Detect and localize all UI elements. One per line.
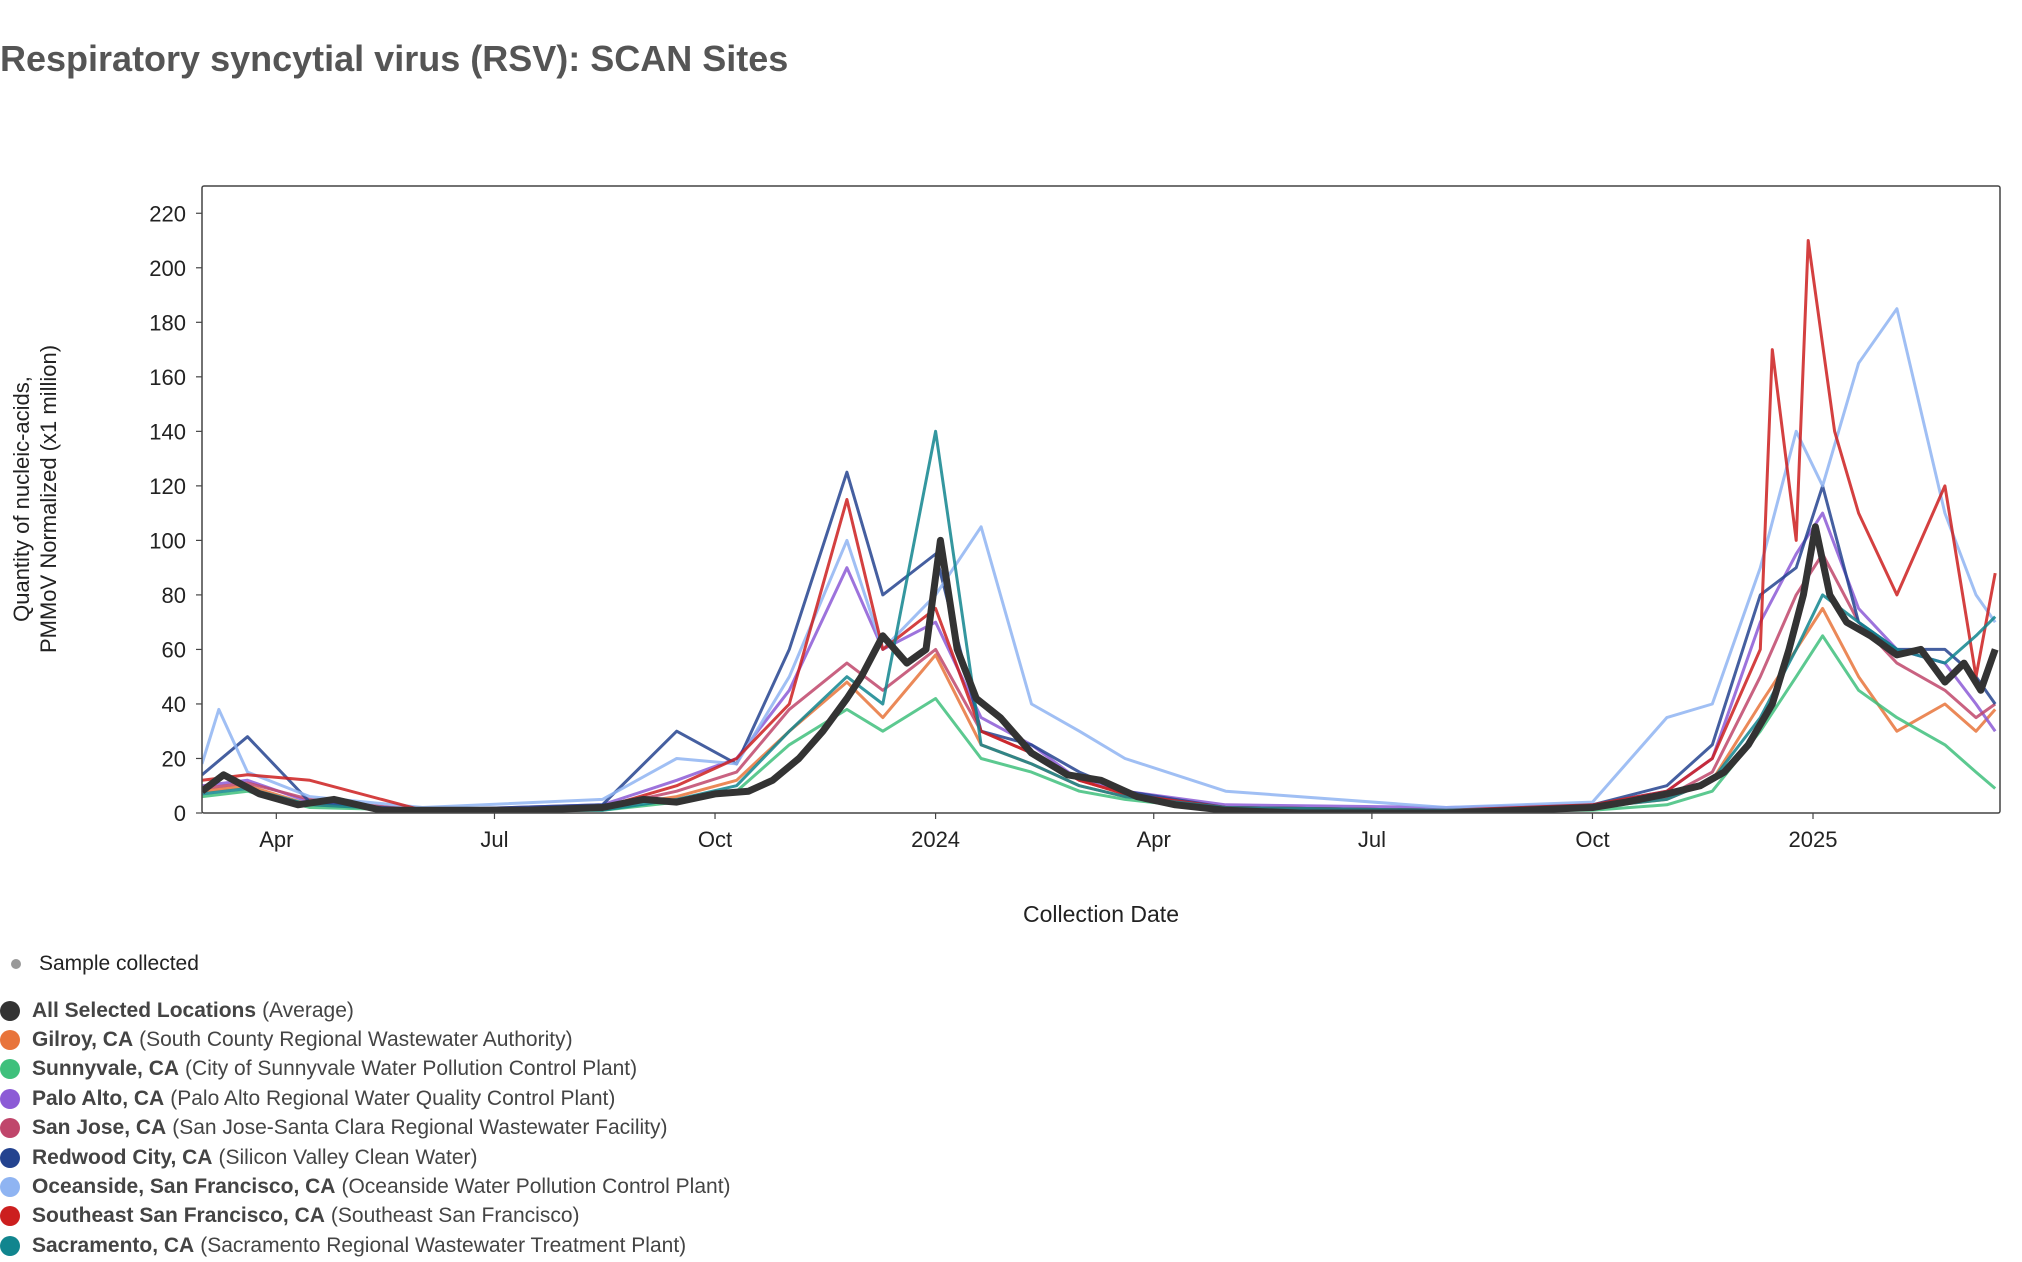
y-axis: 0 20 40 60 80 100 120 140 160 180 200 220 [149, 201, 202, 826]
legend-facility: (Palo Alto Regional Water Quality Contro… [170, 1086, 616, 1110]
x-tick-label: Apr [1137, 827, 1171, 852]
legend-location: Palo Alto, CA [32, 1086, 165, 1110]
legend-item[interactable]: Redwood City, CA (Silicon Valley Clean Wa… [0, 1143, 731, 1172]
x-tick-label: 2024 [911, 827, 960, 852]
legend-facility: (Average) [262, 998, 354, 1022]
y-tick-label: 160 [149, 365, 186, 390]
legend-location: San Jose, CA [32, 1116, 167, 1140]
legend-location: Gilroy, CA [32, 1028, 134, 1052]
x-tick-label: Oct [698, 827, 732, 852]
legend-location: Redwood City, CA [32, 1145, 213, 1169]
legend-item[interactable]: Sunnyvale, CA (City of Sunnyvale Water Po… [0, 1055, 731, 1084]
x-tick-label: Apr [259, 827, 293, 852]
y-tick-label: 0 [174, 801, 186, 826]
plot-frame [201, 185, 2001, 814]
legend-location: All Selected Locations [32, 998, 257, 1022]
legend-swatch-icon [0, 1030, 20, 1051]
legend-item[interactable]: Sacramento, CA (Sacramento Regional Waste… [0, 1231, 731, 1260]
x-tick-label: 2025 [1789, 827, 1838, 852]
legend-facility: (Southeast San Francisco) [330, 1204, 580, 1228]
x-tick-label: Jul [1358, 827, 1386, 852]
y-tick-label: 140 [149, 419, 186, 444]
y-axis-label-line-2: PMMoV Normalized (x1 million) [36, 345, 61, 653]
legend-facility: (City of Sunnyvale Water Pollution Contr… [185, 1057, 638, 1081]
legend-swatch-icon [0, 1000, 20, 1021]
y-tick-label: 60 [162, 637, 186, 662]
x-tick-label: Jul [480, 827, 508, 852]
sample-dot-icon [11, 959, 21, 969]
y-tick-label: 120 [149, 474, 186, 499]
series-line-all-selected-locations [202, 523, 1999, 813]
sample-legend: Sample collected [0, 952, 199, 976]
legend-item[interactable]: Southeast San Francisco, CA (Southeast Sa… [0, 1202, 731, 1231]
legend-item[interactable]: All Selected Locations (Average) [0, 996, 731, 1025]
legend-swatch-icon [0, 1235, 20, 1256]
legend-swatch-icon [0, 1177, 20, 1198]
legend-location: Sunnyvale, CA [32, 1057, 180, 1081]
legend-swatch-icon [0, 1147, 20, 1168]
x-tick-label: Oct [1575, 827, 1609, 852]
plot-area [202, 239, 1999, 813]
legend-swatch-icon [0, 1206, 20, 1227]
x-axis-label: Collection Date [1023, 901, 1179, 927]
legend-facility: (South County Regional Wastewater Author… [139, 1028, 573, 1052]
legend-location: Southeast San Francisco, CA [32, 1204, 325, 1228]
y-tick-label: 100 [149, 528, 186, 553]
legend-item[interactable]: Oceanside, San Francisco, CA (Oceanside W… [0, 1172, 731, 1201]
y-tick-label: 200 [149, 256, 186, 281]
y-tick-label: 40 [162, 692, 186, 717]
y-tick-label: 180 [149, 310, 186, 335]
y-tick-label: 220 [149, 201, 186, 226]
sample-legend-label: Sample collected [39, 952, 199, 975]
legend-item[interactable]: Gilroy, CA (South County Regional Wastewa… [0, 1025, 731, 1054]
legend-facility: (Oceanside Water Pollution Control Plant… [341, 1175, 731, 1199]
legend-facility: (Sacramento Regional Wastewater Treatmen… [200, 1233, 687, 1257]
legend-item[interactable]: Palo Alto, CA (Palo Alto Regional Water Q… [0, 1084, 731, 1113]
legend-facility: (San Jose-Santa Clara Regional Wastewate… [172, 1116, 668, 1140]
chart-svg: 0 20 40 60 80 100 120 140 160 180 200 220 Apr Jul Oct… [9, 185, 2001, 927]
legend-swatch-icon [0, 1088, 20, 1109]
x-axis: Apr Jul Oct 2024 Apr Jul Oct 2025 [259, 813, 1837, 852]
legend-facility: (Silicon Valley Clean Water) [218, 1145, 478, 1169]
series-line-sacramento-ca [202, 429, 1997, 812]
legend-item[interactable]: San Jose, CA (San Jose-Santa Clara Region… [0, 1114, 731, 1143]
y-axis-label-line-1: Quantity of nucleic-acids, [9, 376, 34, 622]
series-line-southeast-san-francisco-ca [202, 239, 1997, 812]
series-line-oceanside-san-francisco-ca [202, 307, 1997, 809]
legend-swatch-icon [0, 1118, 20, 1139]
legend-swatch-icon [0, 1059, 20, 1080]
y-tick-label: 20 [162, 746, 186, 771]
chart-title: Respiratory syncytial virus (RSV): SCAN … [0, 38, 789, 79]
legend-location: Oceanside, San Francisco, CA [32, 1175, 336, 1199]
legend-location: Sacramento, CA [32, 1233, 195, 1257]
legend: All Selected Locations (Average) Gilroy, C… [0, 996, 731, 1261]
y-tick-label: 80 [162, 583, 186, 608]
